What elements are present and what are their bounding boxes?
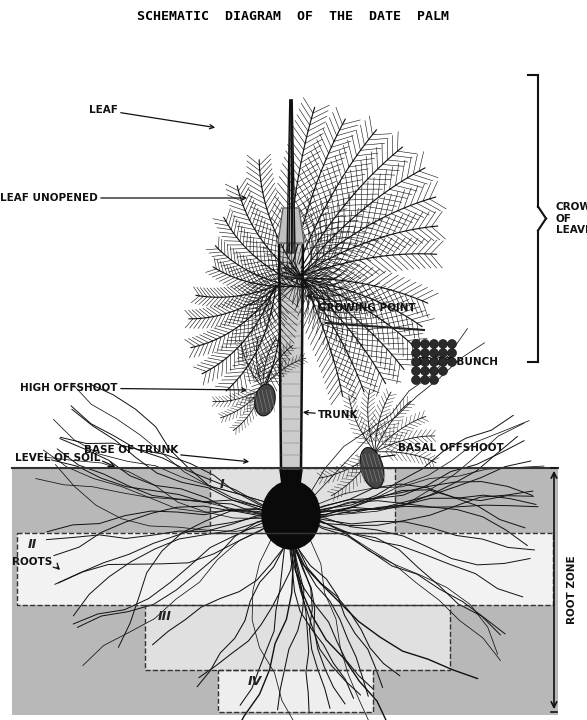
Text: BASE OF TRUNK: BASE OF TRUNK xyxy=(84,445,248,463)
Text: LEVEL OF SOIL: LEVEL OF SOIL xyxy=(15,453,100,463)
Ellipse shape xyxy=(360,448,384,488)
Circle shape xyxy=(430,348,438,358)
Circle shape xyxy=(438,340,447,348)
Bar xyxy=(145,605,450,670)
Text: CROWN
OF
LEAVES: CROWN OF LEAVES xyxy=(556,202,587,235)
Text: SCHEMATIC  DIAGRAM  OF  THE  DATE  PALM: SCHEMATIC DIAGRAM OF THE DATE PALM xyxy=(137,9,449,22)
Circle shape xyxy=(420,366,430,376)
Circle shape xyxy=(420,348,430,358)
Text: ROOT ZONE: ROOT ZONE xyxy=(567,556,577,624)
Bar xyxy=(145,605,450,670)
Bar xyxy=(218,670,373,712)
Bar xyxy=(210,468,395,533)
Bar xyxy=(17,533,553,605)
Text: LEAF UNOPENED: LEAF UNOPENED xyxy=(0,193,246,203)
Circle shape xyxy=(447,340,457,348)
Bar xyxy=(218,670,373,712)
Ellipse shape xyxy=(255,384,275,416)
Text: TRUNK: TRUNK xyxy=(304,410,359,420)
Circle shape xyxy=(420,376,430,384)
Circle shape xyxy=(411,348,420,358)
Circle shape xyxy=(430,376,438,384)
Circle shape xyxy=(420,340,430,348)
Text: GROWING POINT: GROWING POINT xyxy=(307,294,416,313)
Polygon shape xyxy=(278,208,304,243)
Text: II: II xyxy=(28,538,37,551)
Text: I: I xyxy=(220,478,225,491)
Circle shape xyxy=(438,348,447,358)
Text: HIGH OFFSHOOT: HIGH OFFSHOOT xyxy=(21,383,246,393)
Bar xyxy=(12,468,558,715)
Polygon shape xyxy=(280,470,302,485)
Circle shape xyxy=(411,366,420,376)
Ellipse shape xyxy=(262,481,320,549)
Text: III: III xyxy=(158,610,172,623)
Bar xyxy=(17,533,553,605)
Text: IV: IV xyxy=(248,675,262,688)
Circle shape xyxy=(430,366,438,376)
Circle shape xyxy=(430,340,438,348)
Circle shape xyxy=(411,358,420,366)
Text: ROOTS: ROOTS xyxy=(12,557,52,567)
Circle shape xyxy=(438,358,447,366)
Text: BASAL OFFSHOOT: BASAL OFFSHOOT xyxy=(376,443,504,459)
Bar xyxy=(210,468,395,533)
Circle shape xyxy=(447,358,457,366)
Circle shape xyxy=(438,366,447,376)
Circle shape xyxy=(430,358,438,366)
Circle shape xyxy=(411,340,420,348)
Polygon shape xyxy=(279,238,303,470)
Text: LEAF: LEAF xyxy=(89,105,214,129)
Circle shape xyxy=(411,376,420,384)
Circle shape xyxy=(420,358,430,366)
Text: FRUIT BUNCH: FRUIT BUNCH xyxy=(418,355,498,367)
Circle shape xyxy=(447,348,457,358)
